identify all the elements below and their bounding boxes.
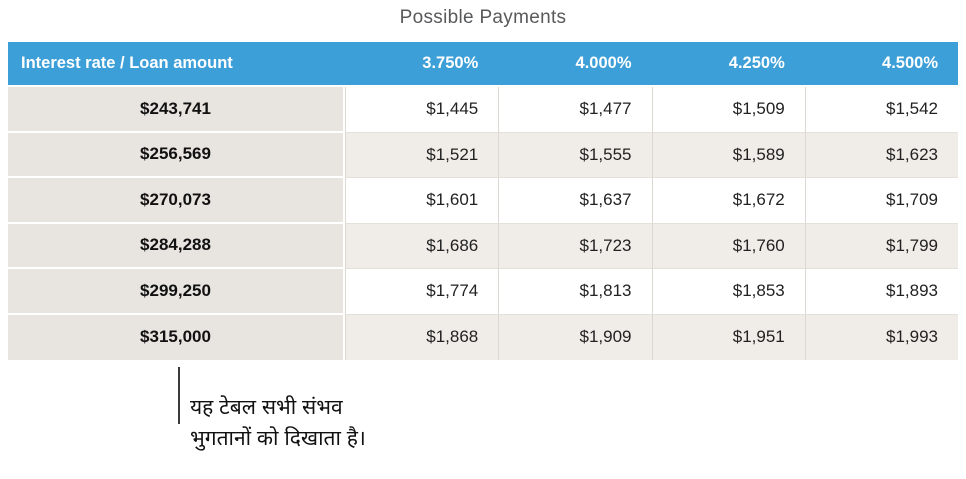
- table-row: $270,073 $1,601 $1,637 $1,672 $1,709: [8, 178, 958, 224]
- loan-amount-cell: $315,000: [8, 314, 345, 360]
- payment-cell: $1,868: [345, 314, 499, 360]
- page-title: Possible Payments: [399, 7, 567, 28]
- table-row: $243,741 $1,445 $1,477 $1,509 $1,542: [8, 87, 958, 133]
- header-cell-rate-4: 4.500%: [804, 42, 958, 87]
- payment-cell: $1,623: [804, 132, 958, 178]
- payments-table: Interest rate / Loan amount 3.750% 4.000…: [8, 42, 958, 360]
- payment-cell: $1,445: [345, 87, 499, 133]
- payment-cell: $1,686: [345, 223, 499, 269]
- payment-cell: $1,637: [498, 178, 652, 224]
- payment-cell: $1,893: [804, 269, 958, 315]
- loan-amount-cell: $299,250: [8, 269, 345, 315]
- payment-cell: $1,993: [804, 314, 958, 360]
- loan-amount-cell: $256,569: [8, 132, 345, 178]
- payment-cell: $1,672: [651, 178, 805, 224]
- header-cell-rate-1: 3.750%: [345, 42, 499, 87]
- payment-cell: $1,555: [498, 132, 652, 178]
- payment-cell: $1,542: [804, 87, 958, 133]
- callout-connector-line: [178, 367, 180, 424]
- header-cell-loan-amount: Interest rate / Loan amount: [8, 42, 345, 87]
- payment-cell: $1,853: [651, 269, 805, 315]
- table-row: $284,288 $1,686 $1,723 $1,760 $1,799: [8, 223, 958, 269]
- payment-cell: $1,601: [345, 178, 499, 224]
- table-row: $256,569 $1,521 $1,555 $1,589 $1,623: [8, 132, 958, 178]
- payment-cell: $1,709: [804, 178, 958, 224]
- payment-cell: $1,774: [345, 269, 499, 315]
- payment-cell: $1,760: [651, 223, 805, 269]
- header-row: Interest rate / Loan amount 3.750% 4.000…: [8, 42, 958, 87]
- callout-text: यह टेबल सभी संभव भुगतानों को दिखाता है।: [190, 392, 366, 454]
- loan-amount-cell: $270,073: [8, 178, 345, 224]
- payment-cell: $1,589: [651, 132, 805, 178]
- table-row: $315,000 $1,868 $1,909 $1,951 $1,993: [8, 314, 958, 360]
- payment-cell: $1,799: [804, 223, 958, 269]
- payment-cell: $1,813: [498, 269, 652, 315]
- callout-text-line2: भुगतानों को दिखाता है।: [190, 427, 366, 451]
- payment-cell: $1,477: [498, 87, 652, 133]
- loan-amount-cell: $243,741: [8, 87, 345, 133]
- payment-cell: $1,951: [651, 314, 805, 360]
- header-cell-rate-2: 4.000%: [498, 42, 652, 87]
- callout-text-line1: यह टेबल सभी संभव: [190, 396, 343, 419]
- payment-cell: $1,521: [345, 132, 499, 178]
- payment-cell: $1,509: [651, 87, 805, 133]
- payment-cell: $1,723: [498, 223, 652, 269]
- loan-amount-cell: $284,288: [8, 223, 345, 269]
- header-cell-rate-3: 4.250%: [651, 42, 805, 87]
- table-row: $299,250 $1,774 $1,813 $1,853 $1,893: [8, 269, 958, 315]
- payment-cell: $1,909: [498, 314, 652, 360]
